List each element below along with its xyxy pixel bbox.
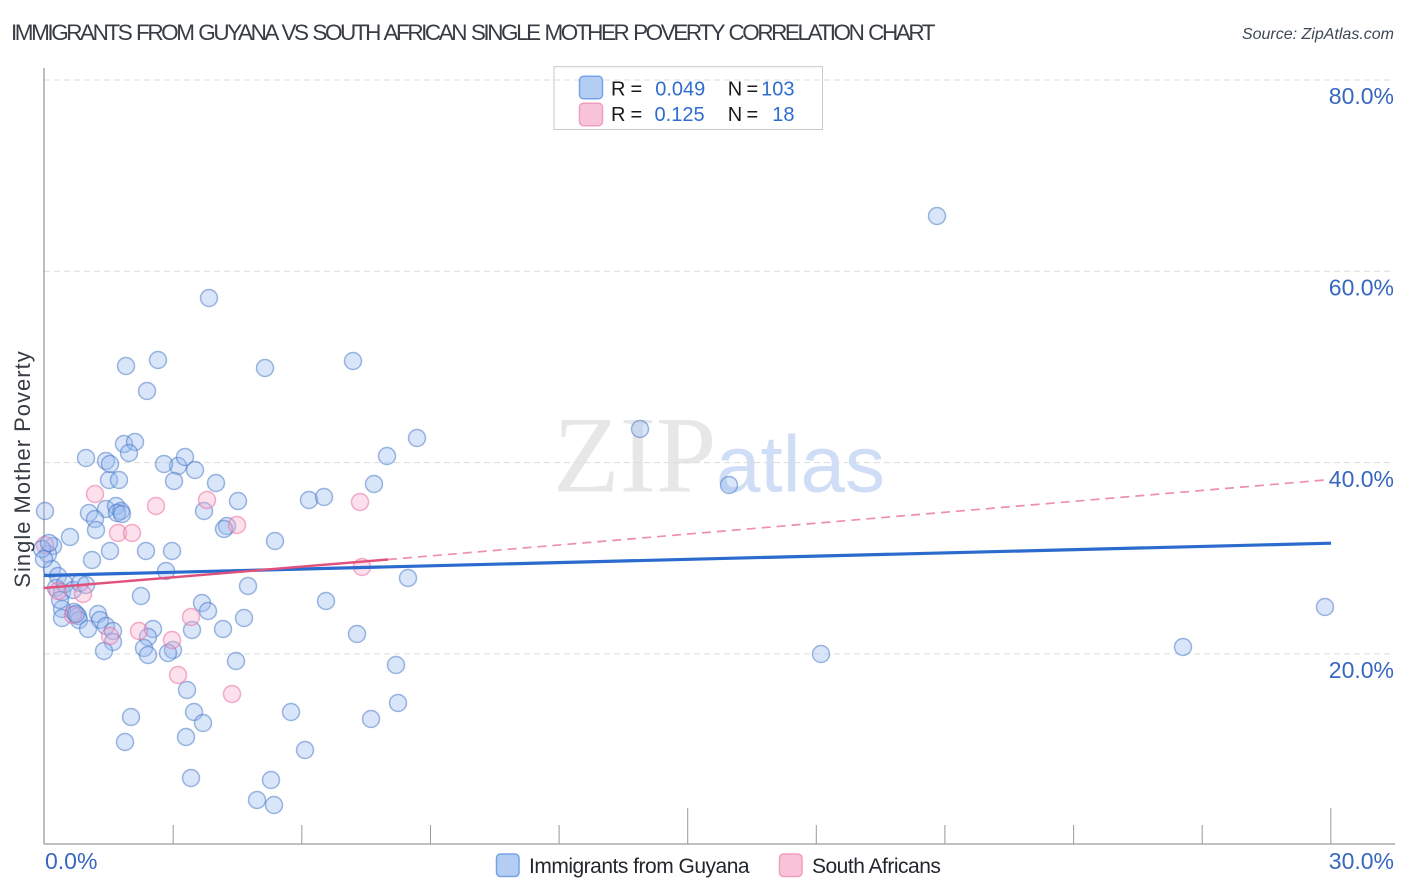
svg-text:N: N	[728, 104, 742, 126]
svg-text:0.0%: 0.0%	[45, 848, 97, 874]
svg-text:South Africans: South Africans	[812, 855, 940, 878]
svg-text:80.0%: 80.0%	[1329, 83, 1394, 109]
svg-text:IMMIGRANTS FROM GUYANA VS SOUT: IMMIGRANTS FROM GUYANA VS SOUTH AFRICAN …	[11, 20, 936, 45]
svg-text:103: 103	[761, 78, 794, 100]
svg-text:=: =	[631, 78, 643, 100]
svg-text:R: R	[611, 104, 625, 126]
svg-text:Immigrants from Guyana: Immigrants from Guyana	[529, 855, 750, 878]
svg-text:N: N	[728, 78, 742, 100]
svg-text:Single Mother Poverty: Single Mother Poverty	[10, 350, 35, 587]
svg-text:ZIP: ZIP	[553, 395, 717, 516]
svg-text:Source: ZipAtlas.com: Source: ZipAtlas.com	[1242, 26, 1394, 43]
svg-text:=: =	[747, 104, 759, 126]
svg-text:40.0%: 40.0%	[1329, 466, 1394, 492]
svg-text:R: R	[611, 78, 625, 100]
svg-text:0.049: 0.049	[655, 78, 705, 100]
svg-text:atlas: atlas	[716, 420, 885, 509]
svg-text:20.0%: 20.0%	[1329, 657, 1394, 683]
svg-text:30.0%: 30.0%	[1329, 848, 1394, 874]
svg-text:=: =	[631, 104, 643, 126]
svg-text:0.125: 0.125	[655, 104, 705, 126]
svg-text:=: =	[747, 78, 759, 100]
svg-text:60.0%: 60.0%	[1329, 275, 1394, 301]
svg-text:18: 18	[772, 104, 794, 126]
